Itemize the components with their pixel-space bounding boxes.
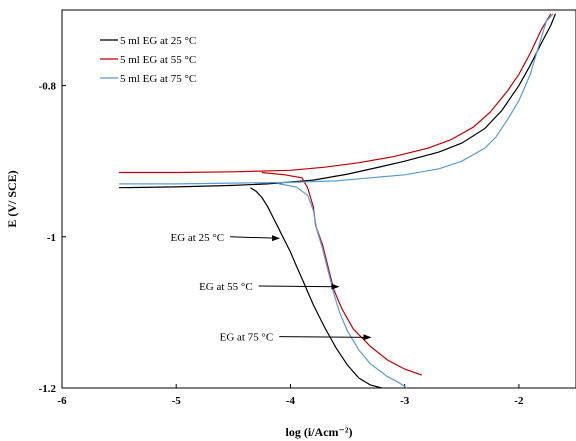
annotation-label: EG at 75 °C	[220, 332, 274, 344]
plot-frame	[61, 9, 576, 389]
series-1-cathodic-line	[250, 187, 382, 389]
series-1-anodic-line	[119, 13, 556, 189]
legend-label: 5 ml EG at 25 °C	[120, 35, 196, 47]
x-tick-label: -4	[286, 395, 296, 407]
y-tick-label: -0.8	[39, 81, 57, 93]
annotation-layer: EG at 25 °C EG at 55 °C EG at 75 °C	[171, 232, 372, 344]
series-layer	[119, 13, 556, 389]
x-axis: -6 -5 -4 -3 -2	[57, 384, 524, 407]
annotation-label: EG at 55 °C	[199, 281, 253, 293]
annotation-arrow	[230, 235, 281, 242]
legend: 5 ml EG at 25 °C 5 ml EG at 55 °C 5 ml EG …	[100, 35, 196, 85]
annotation-arrow	[279, 334, 372, 341]
series-3-cathodic-line	[278, 183, 408, 389]
y-tick-label: -1	[47, 232, 56, 244]
y-axis: -0.8 -1 -1.2	[39, 81, 66, 395]
legend-label: 5 ml EG at 55 °C	[120, 54, 196, 66]
y-tick-label: -1.2	[39, 383, 57, 395]
legend-label: 5 ml EG at 75 °C	[120, 73, 196, 85]
x-axis-title: log (i/Acm⁻²)	[286, 425, 353, 439]
x-tick-label: -2	[514, 395, 524, 407]
x-tick-label: -6	[57, 395, 67, 407]
series-3-anodic-line	[119, 13, 554, 185]
series-2-cathodic-line	[261, 171, 422, 376]
annotation-arrow	[258, 283, 340, 290]
x-tick-label: -5	[172, 395, 182, 407]
y-axis-title: E (V/ SCE)	[5, 170, 19, 227]
x-tick-label: -3	[400, 395, 410, 407]
annotation-label: EG at 25 °C	[171, 232, 225, 244]
series-2-anodic-line	[119, 13, 552, 174]
